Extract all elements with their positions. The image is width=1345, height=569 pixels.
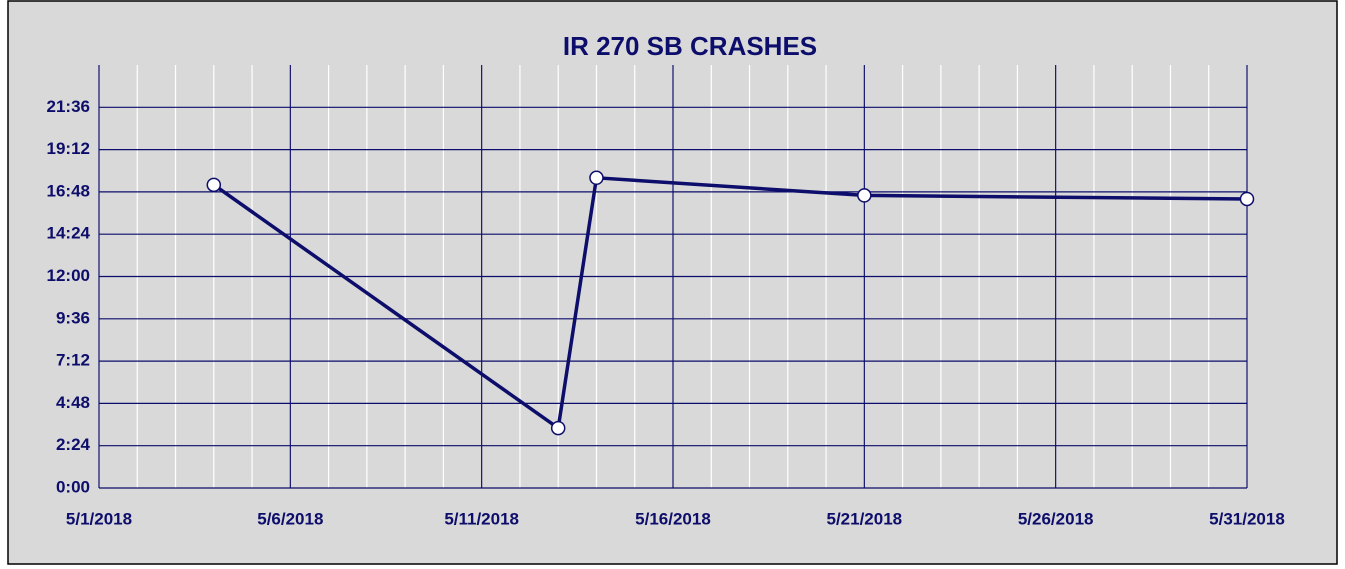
x-tick-label: 5/1/2018 bbox=[66, 509, 132, 528]
x-tick-label: 5/21/2018 bbox=[827, 509, 903, 528]
x-tick-label: 5/6/2018 bbox=[257, 509, 323, 528]
data-point bbox=[550, 420, 566, 436]
y-tick-label: 14:24 bbox=[47, 224, 91, 243]
x-tick-label: 5/11/2018 bbox=[444, 509, 519, 528]
data-point bbox=[206, 177, 222, 193]
x-tick-label: 5/26/2018 bbox=[1018, 509, 1094, 528]
x-tick-label: 5/16/2018 bbox=[635, 509, 711, 528]
y-tick-label: 21:36 bbox=[47, 97, 90, 116]
chart-title: IR 270 SB CRASHES bbox=[563, 31, 817, 61]
y-tick-label: 9:36 bbox=[56, 308, 90, 327]
y-tick-label: 16:48 bbox=[47, 181, 90, 200]
data-point bbox=[1239, 191, 1255, 207]
y-tick-label: 19:12 bbox=[47, 139, 90, 158]
y-tick-label: 4:48 bbox=[56, 393, 90, 412]
y-tick-label: 0:00 bbox=[56, 477, 90, 496]
y-tick-label: 12:00 bbox=[47, 266, 90, 285]
y-tick-label: 7:12 bbox=[56, 351, 90, 370]
data-point bbox=[589, 170, 604, 186]
x-tick-label: 5/31/2018 bbox=[1209, 509, 1285, 528]
data-point bbox=[857, 188, 872, 203]
y-tick-label: 2:24 bbox=[56, 435, 91, 454]
